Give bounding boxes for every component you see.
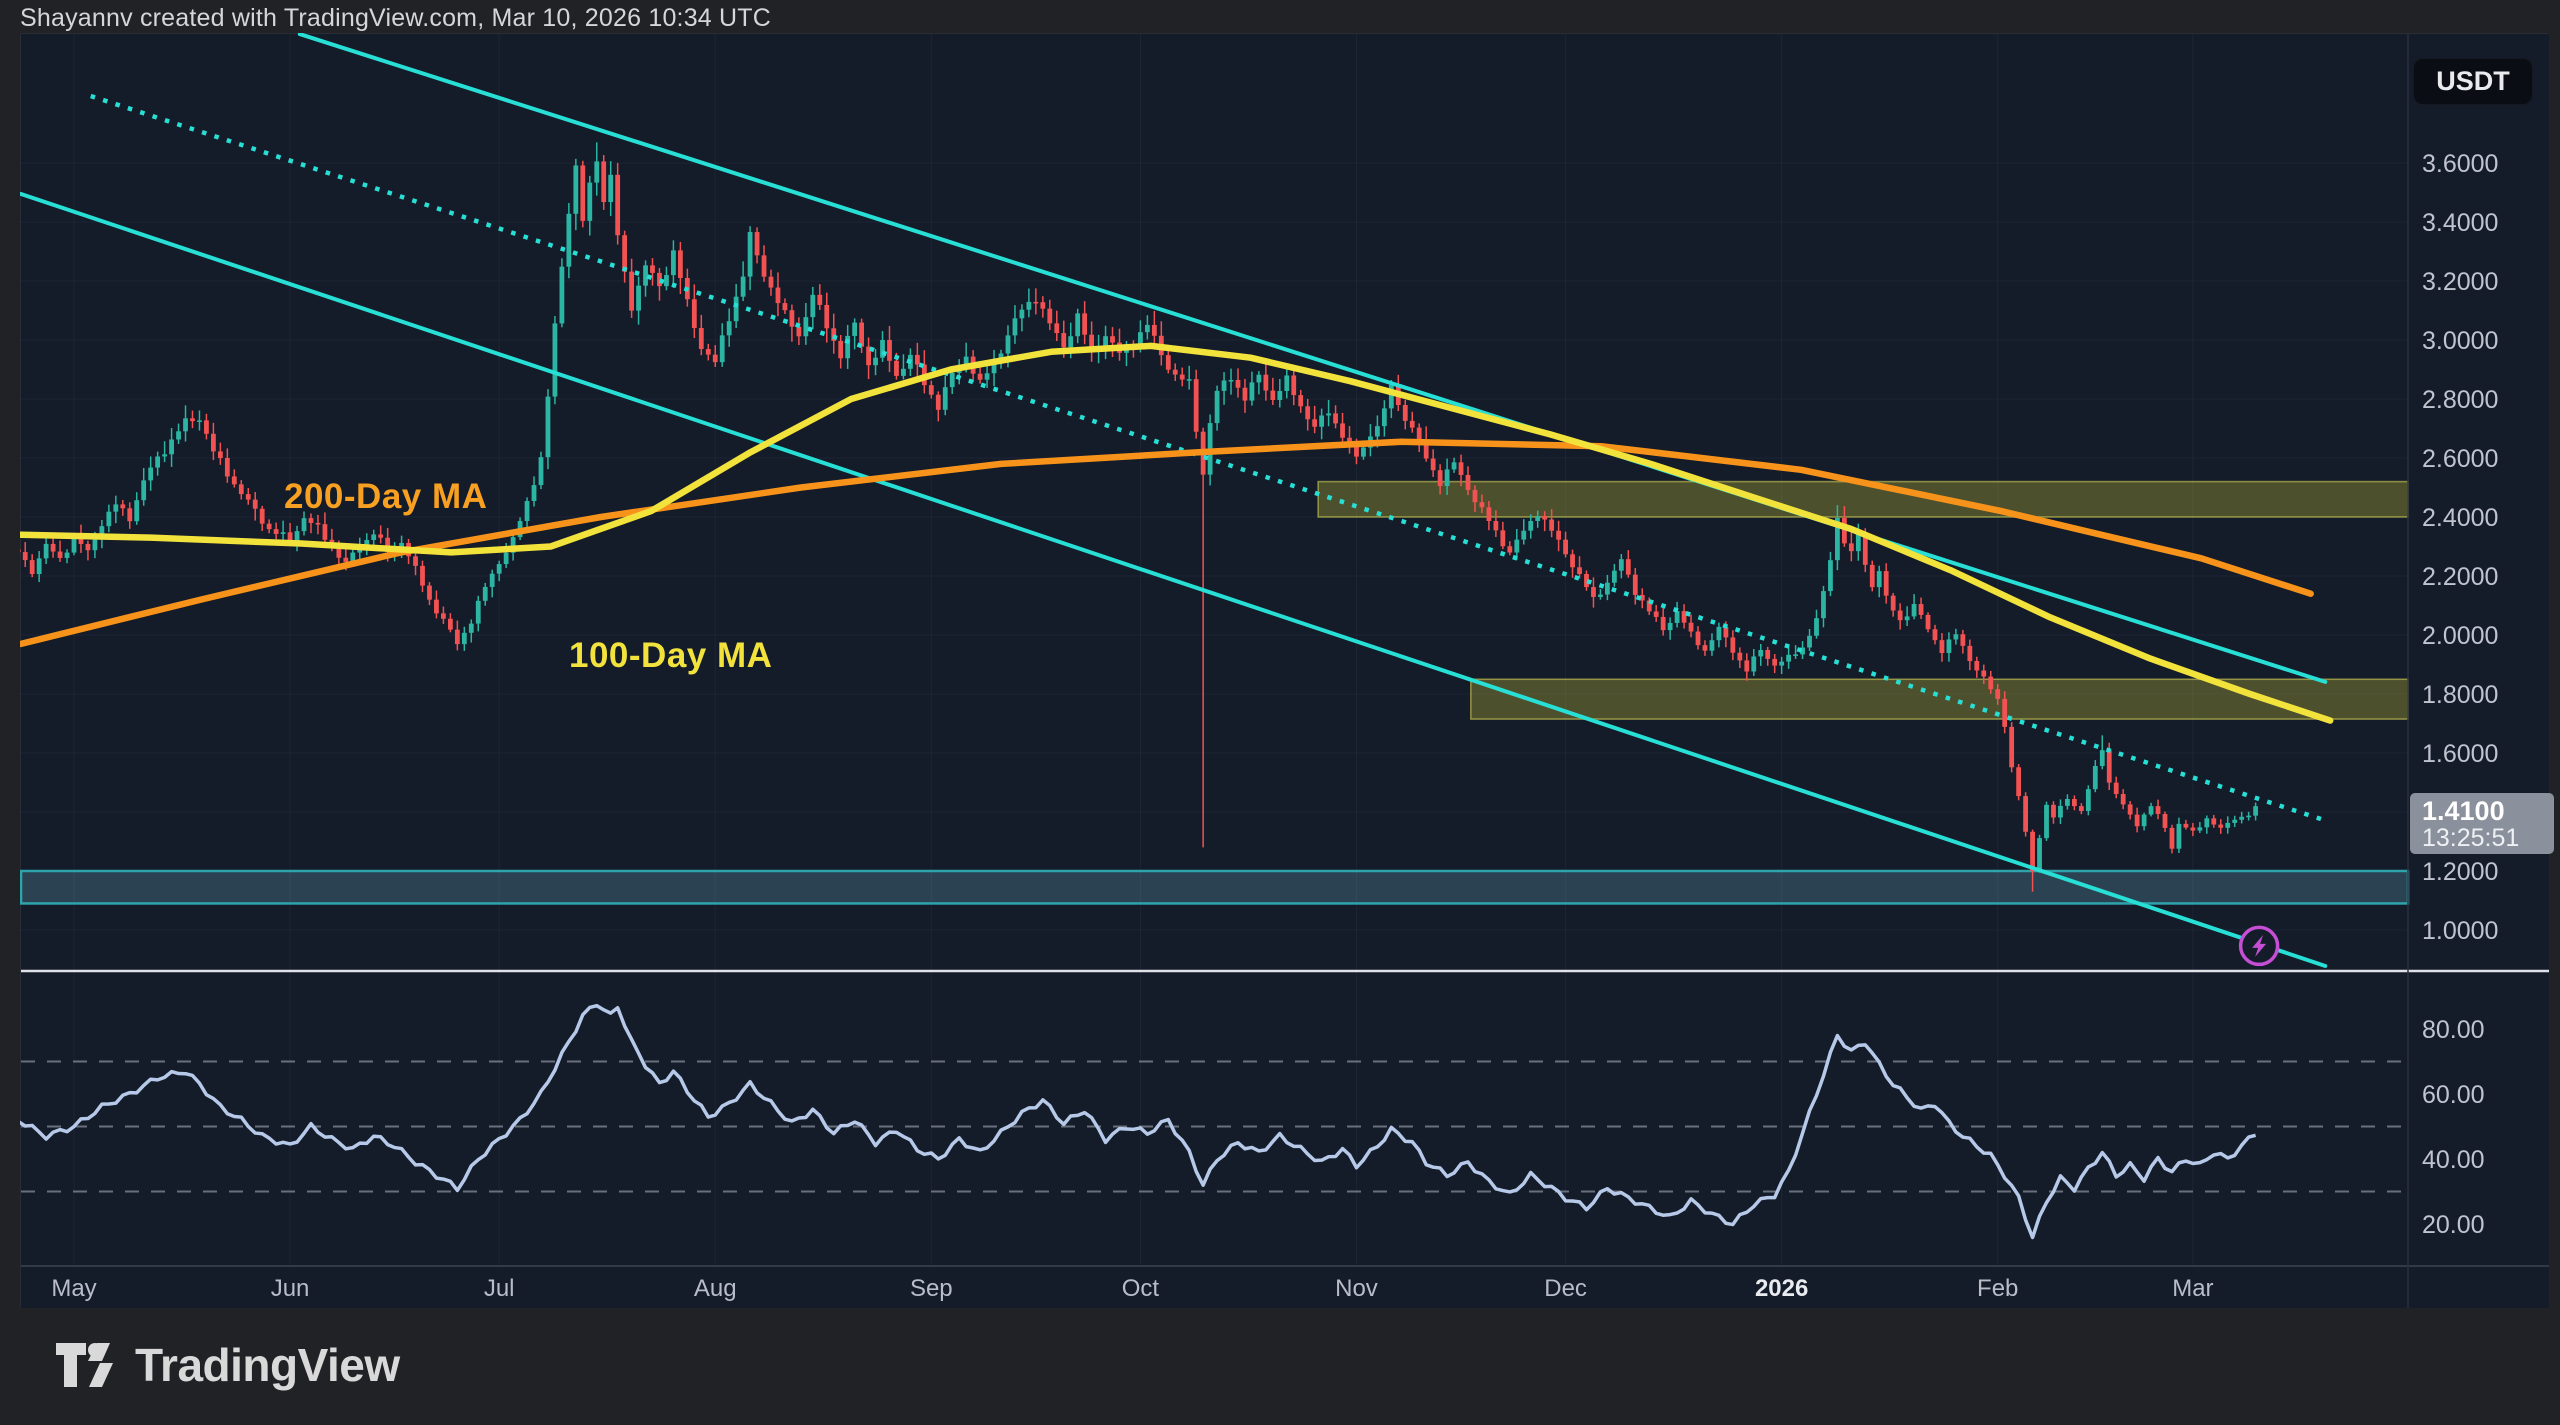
rsi-tick: 20.00 <box>2422 1211 2485 1239</box>
price-tick: 1.2000 <box>2422 858 2498 886</box>
candlestick-series <box>20 142 2259 892</box>
price-tick: 1.0000 <box>2422 917 2498 945</box>
time-axis[interactable]: May Jun Jul Aug Sep Oct Nov Dec 2026 Feb Mar <box>51 1275 2213 1302</box>
tradingview-logo-icon <box>56 1343 113 1387</box>
time-tick-Jun: Jun <box>271 1275 310 1302</box>
drawing-zones <box>20 480 2410 905</box>
price-tick: 3.4000 <box>2422 209 2498 237</box>
time-tick-Nov: Nov <box>1335 1275 1378 1302</box>
time-tick-2026: 2026 <box>1755 1275 1808 1302</box>
time-tick-Mar: Mar <box>2172 1275 2213 1302</box>
rsi-tick: 40.00 <box>2422 1146 2485 1174</box>
price-tick: 1.6000 <box>2422 740 2498 768</box>
trendline-drawings <box>20 33 2328 968</box>
last-price-value: 1.4100 <box>2422 796 2505 826</box>
time-tick-Feb: Feb <box>1977 1275 2018 1302</box>
ma-100-line <box>20 342 2334 724</box>
time-tick-Oct: Oct <box>1122 1275 1160 1302</box>
rsi-tick: 60.00 <box>2422 1081 2485 1109</box>
supply-zone-lower <box>1469 678 2409 720</box>
plot-canvas[interactable]: 3.6000 3.4000 3.2000 3.0000 2.8000 2.6000 2.40… <box>20 33 2550 1309</box>
ma-200-line <box>20 438 2314 648</box>
ma-100-line <box>20 342 2334 724</box>
price-axis[interactable]: 3.6000 3.4000 3.2000 3.0000 2.8000 2.6000 2.40… <box>2422 150 2498 1239</box>
price-tick: 2.6000 <box>2422 445 2498 473</box>
rsi-pane <box>20 1003 2408 1240</box>
ma-200-line <box>20 438 2314 648</box>
time-tick-May: May <box>51 1275 96 1302</box>
price-tick: 2.8000 <box>2422 386 2498 414</box>
rsi-tick: 80.00 <box>2422 1016 2485 1044</box>
ma100-annotation: 100-Day MA <box>569 636 773 675</box>
flash-icon <box>2238 925 2280 967</box>
time-tick-Jul: Jul <box>484 1275 515 1302</box>
credit-text: Shayannv created with TradingView.com, M… <box>20 4 772 32</box>
price-tick: 2.2000 <box>2422 563 2498 591</box>
price-tick: 3.2000 <box>2422 268 2498 296</box>
quote-currency-chip[interactable]: USDT <box>2413 58 2533 105</box>
support-band <box>20 869 2410 905</box>
last-price-badge[interactable]: 1.4100 13:25:51 <box>2410 793 2554 854</box>
channel-top <box>297 33 2328 684</box>
price-tick: 1.8000 <box>2422 681 2498 709</box>
ma200-annotation: 200-Day MA <box>284 477 488 516</box>
chart-area[interactable]: 3.6000 3.4000 3.2000 3.0000 2.8000 2.6000 2.40… <box>20 33 2554 1309</box>
rsi-line <box>20 1003 2257 1240</box>
price-tick: 2.4000 <box>2422 504 2498 532</box>
bar-countdown: 13:25:51 <box>2422 824 2520 853</box>
price-tick: 3.0000 <box>2422 327 2498 355</box>
time-tick-Aug: Aug <box>694 1275 737 1302</box>
price-tick: 2.0000 <box>2422 622 2498 650</box>
channel-bottom <box>20 191 2328 968</box>
time-tick-Dec: Dec <box>1544 1275 1587 1302</box>
channel-midline <box>90 93 2322 822</box>
price-tick: 3.6000 <box>2422 150 2498 178</box>
time-tick-Sep: Sep <box>910 1275 953 1302</box>
tradingview-logo-text: TradingView <box>135 1339 400 1391</box>
tradingview-logo[interactable]: TradingView <box>55 1338 400 1392</box>
